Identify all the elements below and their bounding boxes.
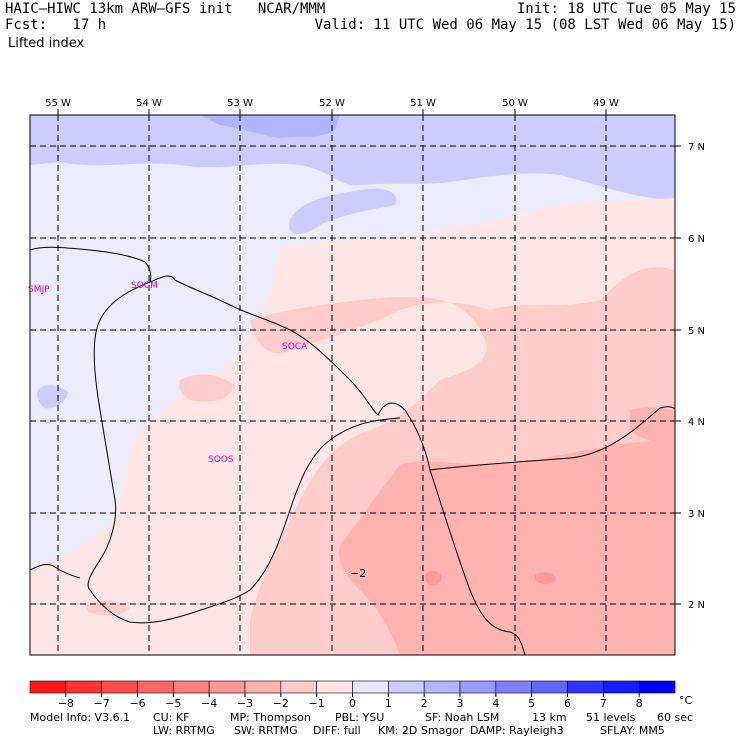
- colorbar-unit: °C: [679, 694, 693, 707]
- lat-ticks: [675, 145, 681, 605]
- footer-levels: 51 levels: [586, 711, 636, 724]
- station-soca: SOCA: [282, 342, 308, 352]
- header-init-time: Init: 18 UTC Tue 05 May 15: [516, 1, 736, 17]
- lat-label-3n: 3 N: [688, 509, 705, 520]
- station-socm: SOCM: [131, 281, 158, 291]
- footer-lw: LW: RRTMG: [153, 724, 215, 737]
- colorbar-swatch: [495, 680, 532, 694]
- lat-label-6n: 6 N: [688, 234, 705, 245]
- colorbar-tick-label: 7: [600, 697, 607, 710]
- colorbar-tick-label: 1: [385, 697, 392, 710]
- lon-label-51w: 51 W: [410, 98, 436, 109]
- colorbar-swatch: [29, 680, 67, 694]
- lon-label-49w: 49 W: [593, 98, 619, 109]
- colorbar-tick-label: 4: [492, 697, 499, 710]
- colorbar-swatch: [101, 680, 138, 694]
- colorbar-tick-label: 3: [457, 697, 464, 710]
- graticule: [30, 115, 675, 655]
- colorbar-swatch: [459, 680, 497, 694]
- lon-ticks: [57, 109, 607, 115]
- colorbar-swatch: [208, 680, 246, 694]
- lifted-index-field: [30, 115, 675, 655]
- lon-label-52w: 52 W: [319, 98, 345, 109]
- colorbar-tick-label: −5: [165, 697, 181, 710]
- colorbar-swatch: [531, 680, 568, 694]
- footer-diff: DIFF: full: [313, 724, 361, 737]
- header-forecast-hour: Fcst: 17 h: [5, 17, 107, 33]
- lat-label-4n: 4 N: [688, 417, 705, 428]
- colorbar-tick-label: −7: [94, 697, 110, 710]
- colorbar-tick-label: 8: [636, 697, 643, 710]
- colorbar-tick-label: −6: [129, 697, 145, 710]
- colorbar-swatch: [638, 680, 676, 694]
- footer-sw: SW: RRTMG: [234, 724, 298, 737]
- header-model-title: HAIC–HIWC 13km ARW–GFS init NCAR/MMM: [5, 1, 326, 17]
- station-soos: SOOS: [208, 455, 234, 465]
- lat-label-2n: 2 N: [688, 600, 705, 611]
- header-valid-time: Valid: 11 UTC Wed 06 May 15 (08 LST Wed …: [314, 17, 736, 33]
- footer-sf: SF: Noah LSM: [425, 711, 500, 724]
- coastline-borders: [30, 246, 675, 655]
- colorbar-labels: −8 −7 −6 −5 −4 −3 −2 −1 0 1 2 3 4 5 6 7 8: [58, 697, 643, 710]
- footer-km: KM: 2D Smagor: [378, 724, 464, 737]
- colorbar-swatch: [388, 680, 425, 694]
- footer-pbl: PBL: YSU: [335, 711, 385, 724]
- colorbar-swatch: [603, 680, 640, 694]
- footer-cu: CU: KF: [153, 711, 190, 724]
- station-smjp: SMJP: [28, 285, 50, 295]
- lon-label-54w: 54 W: [136, 98, 162, 109]
- header-field-name: Lifted index: [8, 36, 85, 51]
- lon-label-50w: 50 W: [502, 98, 528, 109]
- colorbar-swatch: [316, 680, 353, 694]
- footer-damp: DAMP: Rayleigh3: [470, 724, 564, 737]
- colorbar-swatch: [65, 680, 102, 694]
- colorbar-swatch: [137, 680, 174, 694]
- colorbar-swatch: [244, 680, 282, 694]
- lon-label-55w: 55 W: [45, 98, 71, 109]
- colorbar-swatch: [280, 680, 317, 694]
- colorbar-tick-label: −2: [273, 697, 289, 710]
- colorbar-swatch: [352, 680, 389, 694]
- footer-model-info: Model Info: V3.6.1: [30, 711, 131, 724]
- colorbar-swatch: [173, 680, 210, 694]
- colorbar-tick-label: −3: [237, 697, 253, 710]
- colorbar-tick-label: −4: [201, 697, 217, 710]
- contour-label: −2: [350, 567, 366, 580]
- footer-resolution: 13 km: [532, 711, 567, 724]
- colorbar-swatch: [567, 680, 604, 694]
- colorbar-tick-label: 2: [421, 697, 428, 710]
- footer-sflay: SFLAY: MM5: [600, 724, 665, 737]
- lat-label-7n: 7 N: [688, 142, 705, 153]
- colorbar-tick-label: 0: [349, 697, 356, 710]
- lon-label-53w: 53 W: [227, 98, 253, 109]
- footer-mp: MP: Thompson: [230, 711, 311, 724]
- colorbar: [29, 680, 676, 697]
- colorbar-tick-label: −1: [309, 697, 325, 710]
- colorbar-tick-label: 5: [528, 697, 535, 710]
- lat-label-5n: 5 N: [688, 326, 705, 337]
- footer-timestep: 60 sec: [657, 711, 694, 724]
- colorbar-tick-label: −8: [58, 697, 74, 710]
- colorbar-tick-label: 6: [564, 697, 571, 710]
- colorbar-swatch: [423, 680, 461, 694]
- map-frame: [29, 114, 676, 656]
